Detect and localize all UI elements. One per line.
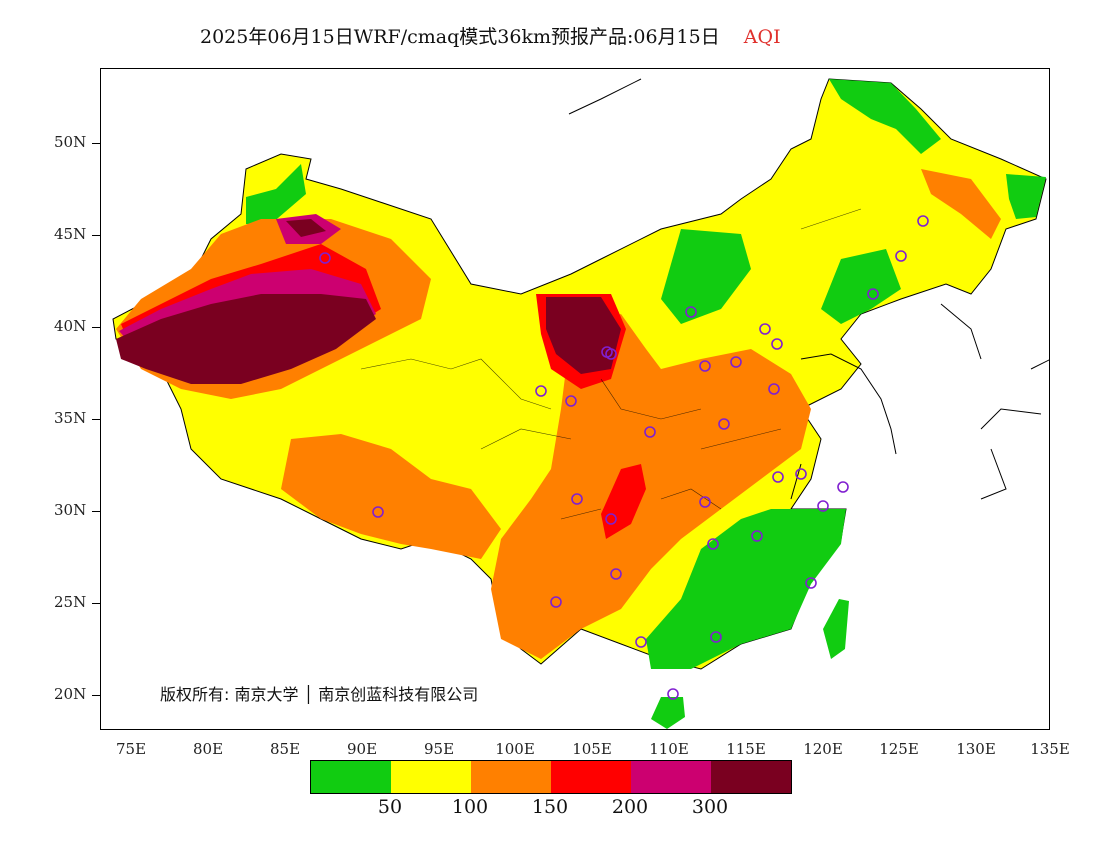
green-inner-mongolia [661, 229, 751, 324]
lon-label: 100E [495, 740, 535, 758]
station-marker [372, 506, 384, 518]
lon-label: 130E [956, 740, 996, 758]
station-marker [772, 471, 784, 483]
lat-label: 40N [54, 317, 87, 335]
lon-label: 115E [726, 740, 766, 758]
map-title: 2025年06月15日WRF/cmaq模式36km预报产品:06月15日 AQI [200, 22, 781, 49]
map-frame [100, 68, 1050, 730]
station-marker [699, 360, 711, 372]
title-main: 2025年06月15日WRF/cmaq模式36km预报产品:06月15日 [200, 26, 720, 48]
lat-label: 25N [54, 593, 87, 611]
lon-label: 85E [269, 740, 301, 758]
lat-label: 20N [54, 685, 87, 703]
legend-swatch-maroon [711, 761, 791, 793]
lon-label: 110E [649, 740, 689, 758]
boundary-line [568, 78, 1049, 500]
station-marker [550, 596, 562, 608]
station-marker [699, 496, 711, 508]
station-marker [718, 418, 730, 430]
lon-label: 135E [1030, 740, 1070, 758]
station-marker [768, 383, 780, 395]
tick-lat-50 [92, 143, 100, 144]
lon-label: 95E [423, 740, 455, 758]
lat-label: 45N [54, 225, 87, 243]
station-marker [805, 577, 817, 589]
title-variable: AQI [743, 26, 781, 48]
station-marker [867, 288, 879, 300]
lon-label: 105E [572, 740, 612, 758]
station-marker [751, 530, 763, 542]
province-lines [360, 208, 862, 520]
station-marker [601, 346, 613, 358]
green-hainan [651, 697, 685, 729]
legend-swatch-orange [471, 761, 551, 793]
tick-lat-20 [92, 695, 100, 696]
tick-lat-25 [92, 603, 100, 604]
legend-swatch-magenta [631, 761, 711, 793]
orange-northeast [921, 169, 1001, 239]
red-sichuan [601, 464, 646, 539]
legend-swatch-red [551, 761, 631, 793]
station-marker [710, 631, 722, 643]
station-marker [817, 500, 829, 512]
station-marker [605, 513, 617, 525]
station-marker [707, 538, 719, 550]
legend-label: 50 [377, 796, 403, 818]
station-marker [610, 568, 622, 580]
legend-swatch-yellow [391, 761, 471, 793]
station-marker [917, 215, 929, 227]
green-xinjiang-north [246, 164, 306, 224]
legend-label: 150 [531, 796, 569, 818]
station-marker [685, 306, 697, 318]
legend-label: 200 [611, 796, 649, 818]
legend-swatch-green [311, 761, 391, 793]
lat-label: 35N [54, 409, 87, 427]
station-marker [319, 252, 331, 264]
station-marker [795, 468, 807, 480]
tick-lat-40 [92, 327, 100, 328]
tick-lat-30 [92, 511, 100, 512]
tick-lat-35 [92, 419, 100, 420]
lon-label: 125E [879, 740, 919, 758]
station-marker [535, 385, 547, 397]
station-marker [730, 356, 742, 368]
green-east-tip [1006, 174, 1046, 219]
lon-label: 120E [803, 740, 843, 758]
station-marker [635, 636, 647, 648]
lat-label: 30N [54, 501, 87, 519]
station-marker [837, 481, 849, 493]
green-northeast [829, 79, 941, 154]
maroon-taklamakan [116, 294, 376, 384]
station-marker [644, 426, 656, 438]
orange-central [491, 314, 811, 659]
maroon-dzungaria [286, 219, 326, 237]
tick-lat-45 [92, 235, 100, 236]
station-marker [571, 493, 583, 505]
lon-label: 80E [192, 740, 224, 758]
aqi-map [112, 78, 1049, 729]
orange-tibet [281, 434, 501, 559]
legend-label: 300 [691, 796, 729, 818]
station-marker [895, 250, 907, 262]
aqi-legend [310, 760, 792, 794]
station-marker [771, 338, 783, 350]
green-taiwan [823, 599, 849, 659]
station-marker [759, 323, 771, 335]
lon-label: 75E [115, 740, 147, 758]
lat-label: 50N [54, 133, 87, 151]
green-southeast [646, 509, 846, 669]
station-markers [319, 215, 929, 700]
station-marker [667, 688, 679, 700]
legend-label: 100 [451, 796, 489, 818]
green-liaoning [821, 249, 901, 324]
lon-label: 90E [346, 740, 378, 758]
copyright-text: 版权所有: 南京大学 │ 南京创蓝科技有限公司 [160, 685, 479, 704]
station-marker [565, 395, 577, 407]
